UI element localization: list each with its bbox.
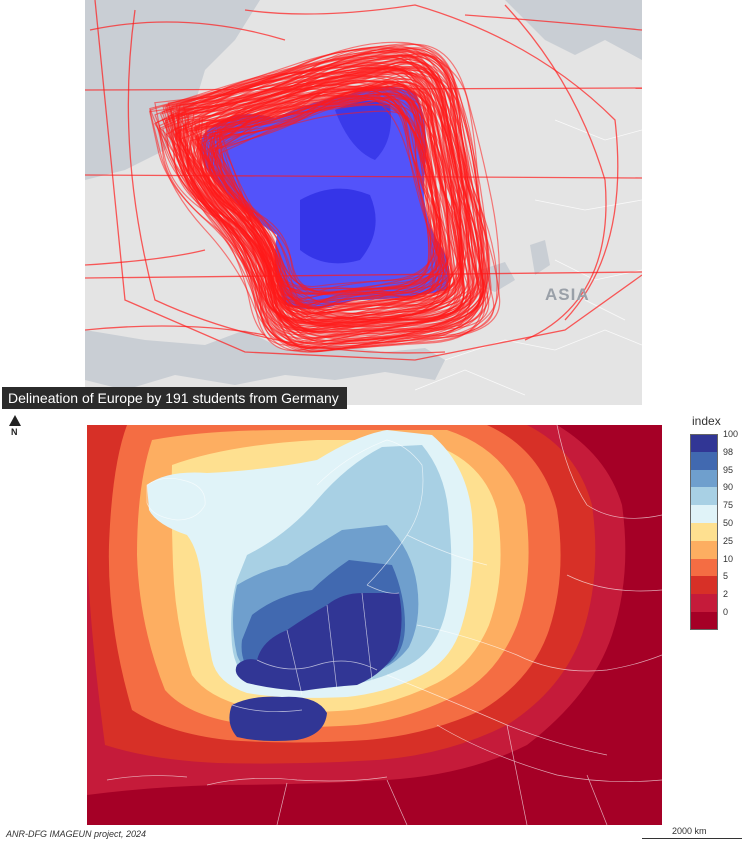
legend-swatch: [690, 487, 718, 506]
band-100-west: [229, 696, 327, 741]
outlier-routes: [85, 0, 642, 361]
legend-label: 10: [723, 553, 734, 564]
legend-row: 25: [690, 536, 744, 559]
delineation-overlay-map: ASIA: [85, 0, 642, 405]
legend-row: 95: [690, 465, 744, 488]
country-borders: [106, 425, 662, 825]
north-arrow: N: [7, 415, 25, 441]
map-title: Delineation of Europe by 191 students fr…: [2, 387, 347, 409]
legend-swatch: [690, 469, 718, 488]
north-arrow-icon: [9, 415, 21, 426]
credit-text: ANR-DFG IMAGEUN project, 2024: [6, 829, 147, 839]
legend-row: 10: [690, 554, 744, 577]
student-route: [212, 87, 432, 296]
legend-label: 100: [723, 429, 739, 439]
scale-bar-line: [642, 838, 742, 839]
legend-label: 25: [723, 535, 734, 546]
legend-swatch: [690, 505, 718, 523]
legend-label: 98: [723, 446, 734, 457]
index-map-svg: [87, 425, 662, 825]
legend-swatch: [690, 576, 718, 595]
student-route: [177, 48, 485, 349]
legend-row: 50: [690, 518, 744, 541]
student-route: [183, 66, 478, 334]
scale-bar: 2000 km: [642, 826, 742, 842]
legend-rows: 100 98 95 90 75 50 25 10 5 2 0: [690, 429, 744, 630]
legend-swatch: [690, 558, 718, 577]
overlay-svg: [85, 0, 642, 396]
legend-row: 100: [690, 429, 744, 452]
index-choropleth-map: [87, 425, 662, 825]
legend-row: 0: [690, 607, 744, 630]
student-route: [197, 80, 464, 314]
student-route: [194, 93, 437, 299]
north-arrow-letter: N: [11, 427, 18, 437]
student-route: [177, 68, 471, 345]
student-route: [175, 67, 464, 322]
student-polygon-fill: [200, 86, 450, 310]
scale-bar-label: 2000 km: [672, 826, 707, 836]
legend-swatch: [690, 540, 718, 559]
student-route: [219, 110, 440, 298]
legend: index 100 98 95 90 75 50 25 10 5 2 0: [690, 414, 744, 630]
student-route: [171, 67, 473, 342]
legend-label: 75: [723, 500, 734, 511]
student-route: [207, 85, 461, 318]
legend-row: 98: [690, 447, 744, 470]
student-route: [198, 79, 452, 324]
student-route: [153, 66, 490, 339]
legend-label: 90: [723, 482, 734, 493]
band-100: [235, 593, 402, 691]
legend-label: 0: [723, 606, 729, 617]
student-route: [161, 51, 498, 352]
legend-swatch: [690, 611, 718, 630]
continent-label-asia: ASIA: [545, 285, 590, 304]
legend-label: 5: [723, 571, 729, 582]
legend-row: 5: [690, 571, 744, 595]
legend-row: 2: [690, 589, 744, 612]
legend-swatch: [690, 522, 718, 541]
legend-row: 75: [690, 500, 744, 523]
student-route: [184, 84, 448, 319]
legend-swatch: [690, 434, 718, 452]
index-bands: [87, 425, 662, 825]
legend-title: index: [692, 414, 721, 428]
basemap-borders: [414, 119, 642, 396]
legend-label: 95: [723, 464, 734, 475]
legend-swatch: [690, 451, 718, 470]
student-route: [174, 62, 462, 333]
legend-label: 50: [723, 517, 734, 528]
legend-swatch: [690, 594, 718, 612]
legend-label: 2: [723, 589, 729, 600]
legend-row: 90: [690, 482, 744, 506]
